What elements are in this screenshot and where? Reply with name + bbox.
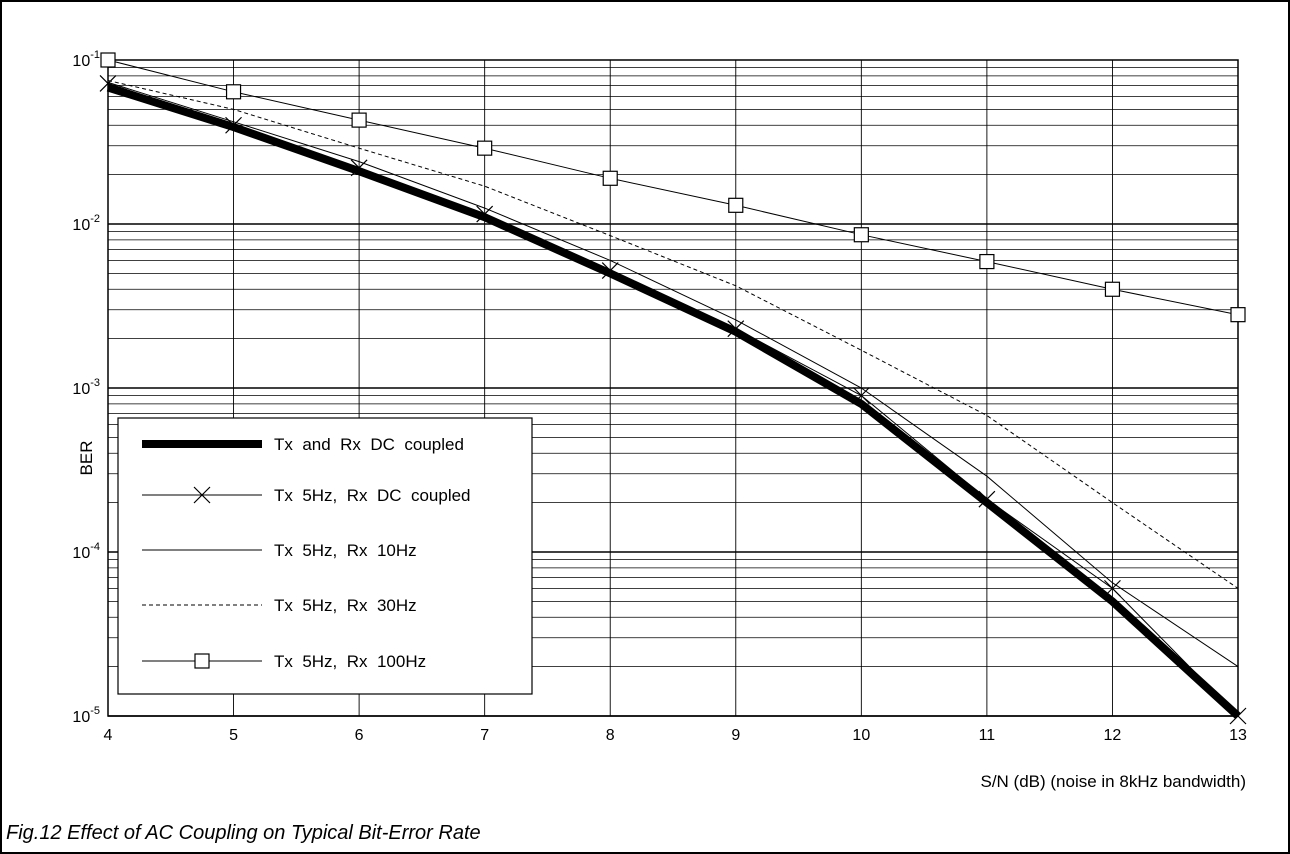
series-lines xyxy=(99,52,1247,725)
square-marker xyxy=(194,653,210,669)
x-marker xyxy=(1229,707,1247,725)
square-marker xyxy=(853,227,869,243)
legend-label: Tx and Rx DC coupled xyxy=(274,435,464,454)
x-tick-label: 12 xyxy=(1104,727,1122,744)
series-line xyxy=(107,82,1239,717)
x-tick-label: 4 xyxy=(104,727,113,744)
tick-labels: 4 5 6 7 8 9 10 11 12 13 10-1 10-2 10-3 10-4 10-5 xyxy=(72,49,1247,744)
x-tick-label: 10 xyxy=(852,727,870,744)
legend-label: Tx 5Hz, Rx DC coupled xyxy=(274,486,471,505)
x-axis-label: S/N (dB) (noise in 8kHz bandwidth) xyxy=(980,772,1246,791)
y-tick-label: 10-5 xyxy=(72,705,100,726)
square-marker xyxy=(225,84,242,100)
x-tick-label: 6 xyxy=(355,727,364,744)
series-group xyxy=(107,81,1239,668)
legend-label: Tx 5Hz, Rx 100Hz xyxy=(274,652,426,671)
x-tick-label: 13 xyxy=(1229,727,1247,744)
x-marker xyxy=(193,486,211,504)
series-line xyxy=(107,81,1239,668)
x-tick-label: 8 xyxy=(606,727,615,744)
square-marker xyxy=(1104,281,1121,297)
legend-item: Tx 5Hz, Rx 10Hz xyxy=(142,541,417,560)
legend-item: Tx 5Hz, Rx 100Hz xyxy=(142,652,426,671)
x-tick-label: 7 xyxy=(480,727,489,744)
x-tick-label: 11 xyxy=(979,727,996,744)
legend-item: Tx 5Hz, Rx DC coupled xyxy=(142,486,471,505)
y-axis-label: BER xyxy=(77,441,96,476)
series-group xyxy=(100,52,1246,323)
x-tick-label: 5 xyxy=(229,727,238,744)
square-marker xyxy=(100,52,116,68)
legend-item: Tx 5Hz, Rx 30Hz xyxy=(142,596,417,615)
square-marker xyxy=(477,140,493,156)
x-marker xyxy=(99,74,117,92)
x-marker xyxy=(978,490,996,508)
x-marker xyxy=(476,205,494,223)
x-marker xyxy=(1104,579,1121,597)
y-tick-label: 10-4 xyxy=(72,541,100,562)
legend: Tx and Rx DC coupled Tx 5Hz, Rx DC couple… xyxy=(117,417,533,695)
square-marker xyxy=(1230,307,1246,323)
x-marker xyxy=(601,262,619,279)
y-tick-label: 10-3 xyxy=(72,377,100,398)
x-tick-label: 9 xyxy=(731,727,740,744)
series-line xyxy=(107,59,1239,316)
legend-box xyxy=(117,417,533,695)
legend-item: Tx and Rx DC coupled xyxy=(142,435,464,454)
y-tick-label: 10-2 xyxy=(72,213,100,234)
x-marker xyxy=(852,387,870,404)
series-line xyxy=(106,83,1241,719)
x-marker xyxy=(350,159,368,177)
square-marker xyxy=(979,253,995,270)
legend-label: Tx 5Hz, Rx 10Hz xyxy=(274,541,417,560)
figure-caption: Fig.12 Effect of AC Coupling on Typical … xyxy=(6,822,481,844)
square-marker xyxy=(351,112,367,128)
legend-label: Tx 5Hz, Rx 30Hz xyxy=(274,596,417,615)
series-group xyxy=(106,83,1241,719)
y-tick-label: 10-1 xyxy=(72,49,100,70)
square-marker xyxy=(602,170,618,186)
square-marker xyxy=(728,197,744,213)
